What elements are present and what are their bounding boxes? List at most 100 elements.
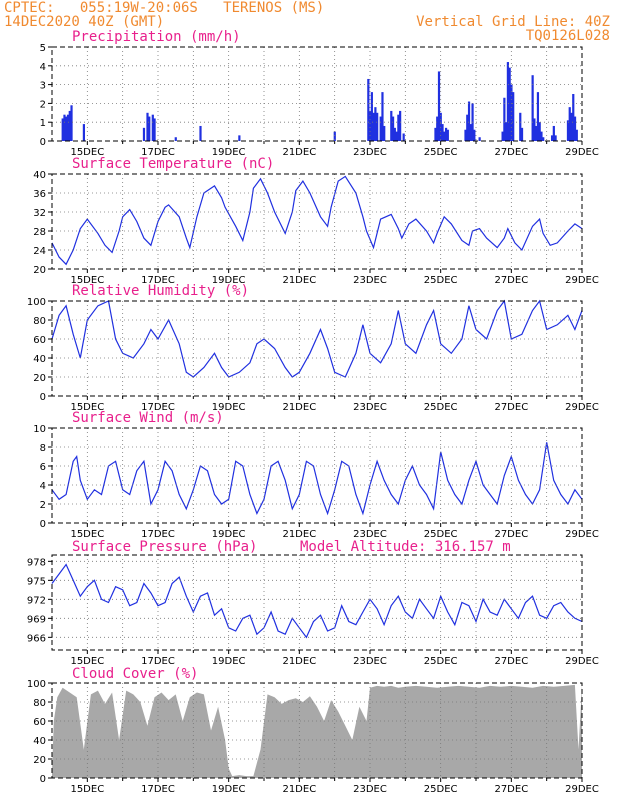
wind-ytick-label: 0 <box>40 519 46 530</box>
wind-xtick-label: 17DEC <box>141 529 175 540</box>
wind-ytick-label: 10 <box>33 424 46 435</box>
pressure-xtick-label: 23DEC <box>353 656 387 667</box>
precip-bar <box>550 135 554 141</box>
cloud-xtick-label: 21DEC <box>282 784 316 795</box>
precip-bar <box>542 137 545 141</box>
precip-bar <box>568 107 571 141</box>
precip-bar <box>199 125 202 141</box>
precip-bar <box>153 118 156 141</box>
temp-ytick-label: 20 <box>33 265 46 276</box>
wind-ytick-label: 4 <box>40 481 46 492</box>
precip-bar <box>68 110 71 141</box>
precip-bar <box>473 129 476 141</box>
precip-bar <box>441 124 444 141</box>
wind-ytick-label: 6 <box>40 462 46 473</box>
rh-xtick-label: 23DEC <box>353 402 387 413</box>
rh-title: Relative Humidity (%) <box>72 283 249 299</box>
temp-chart: 20 24 28 32 36 40 15DEC 17DEC 19DEC 21DEC 23DEC 25D… <box>33 156 599 286</box>
rh-xtick-label: 25DEC <box>424 402 458 413</box>
rh-xtick-label: 27DEC <box>494 402 528 413</box>
cloud-xtick-label: 17DEC <box>141 784 175 795</box>
precip-bar <box>566 120 570 141</box>
precip-xtick-label: 15DEC <box>70 147 104 158</box>
precip-bar <box>506 62 509 141</box>
pressure-ytick-label: 969 <box>27 614 46 625</box>
precip-ytick-label: 5 <box>40 43 46 54</box>
temp-xtick-label: 15DEC <box>70 275 104 286</box>
precip-bar <box>540 131 543 141</box>
precip-bar <box>395 131 398 141</box>
cloud-xtick-label: 27DEC <box>494 784 528 795</box>
cloud-frame <box>51 682 583 779</box>
precip-bar <box>65 116 68 141</box>
cloud-chart: 0 20 40 60 80 100 15DEC 17DEC 19DEC 21DEC 23DEC 25D… <box>27 666 599 795</box>
cloud-ytick-label: 0 <box>40 774 46 785</box>
precip-bar <box>370 92 373 141</box>
precip-bar <box>66 114 70 141</box>
rh-ytick-label: 100 <box>27 297 46 308</box>
station-header: CPTEC: 055:19W-20:06S TERENOS (MS) <box>4 0 325 16</box>
cloud-ytick-label: 40 <box>33 736 46 747</box>
wind-xtick-label: 23DEC <box>353 529 387 540</box>
precip-bar <box>573 116 577 141</box>
cloud-ytick-label: 100 <box>27 679 46 690</box>
precip-bar <box>520 127 524 141</box>
precip-bar <box>372 112 375 141</box>
pressure-xtick-label: 25DEC <box>424 656 458 667</box>
wind-chart: 0 2 4 6 8 10 15DEC 17DEC 19DEC 21DEC 23DEC 25DEC 27D… <box>33 410 599 540</box>
temp-ytick-label: 40 <box>33 170 46 181</box>
temp-ytick-label: 32 <box>33 208 46 219</box>
precip-xtick-label: 29DEC <box>565 147 599 158</box>
precip-bar <box>535 125 538 141</box>
precip-bar <box>436 116 439 141</box>
temp-xtick-label: 17DEC <box>141 275 175 286</box>
precip-bar <box>379 116 382 141</box>
precip-bar <box>478 137 481 141</box>
precip-bar <box>399 110 402 141</box>
temp-xtick-label: 27DEC <box>494 275 528 286</box>
temp-ytick-label: 36 <box>33 189 46 200</box>
precip-ytick-label: 0 <box>40 137 46 148</box>
precip-bar <box>82 124 85 141</box>
pressure-xtick-label: 17DEC <box>141 656 175 667</box>
precip-bar <box>61 118 64 141</box>
temp-title: Surface Temperature (nC) <box>72 156 274 172</box>
temp-series-line <box>51 175 583 266</box>
pressure-xtick-label: 27DEC <box>494 656 528 667</box>
precip-xtick-label: 25DEC <box>424 147 458 158</box>
wind-xtick-label: 25DEC <box>424 529 458 540</box>
cloud-xtick-label: 25DEC <box>424 784 458 795</box>
rh-xtick-label: 29DEC <box>565 402 599 413</box>
precip-bar <box>151 114 154 141</box>
pressure-chart: 966 969 972 975 978 15DEC 17DEC 19DEC 21DEC 23DEC… <box>27 539 599 667</box>
precip-bar <box>533 118 536 141</box>
wind-xtick-label: 19DEC <box>212 529 246 540</box>
precip-bar <box>503 97 506 141</box>
precip-ytick-label: 2 <box>40 99 46 110</box>
precip-bar <box>505 122 508 141</box>
rh-ytick-label: 40 <box>33 354 46 365</box>
pressure-series-line <box>51 563 583 639</box>
precip-bar <box>512 92 515 141</box>
precip-bar <box>383 125 386 141</box>
precip-bar <box>376 112 379 141</box>
pressure-xtick-label: 21DEC <box>282 656 316 667</box>
precip-bar <box>538 122 541 141</box>
precip-chart: 0 1 2 3 4 5 15DEC 17DEC 19DEC 21DEC 23DEC 25DEC 27DE… <box>40 29 599 158</box>
wind-xtick-label: 27DEC <box>494 529 528 540</box>
precip-bar <box>444 127 448 141</box>
precip-bar <box>397 114 400 141</box>
rh-xtick-label: 19DEC <box>212 402 246 413</box>
wind-xtick-label: 29DEC <box>565 529 599 540</box>
temp-frame <box>51 173 583 270</box>
precip-bar <box>174 137 177 141</box>
wind-xtick-label: 21DEC <box>282 529 316 540</box>
precip-bar <box>367 78 370 141</box>
rh-chart: 0 20 40 60 80 100 15DEC 17DEC 19DEC 21DEC 23DEC 25D… <box>27 283 599 413</box>
cloud-ytick-label: 80 <box>33 698 46 709</box>
cloud-xtick-label: 23DEC <box>353 784 387 795</box>
cloud-xtick-label: 19DEC <box>212 784 246 795</box>
pressure-ytick-label: 972 <box>27 595 46 606</box>
cloud-xtick-label: 29DEC <box>565 784 599 795</box>
